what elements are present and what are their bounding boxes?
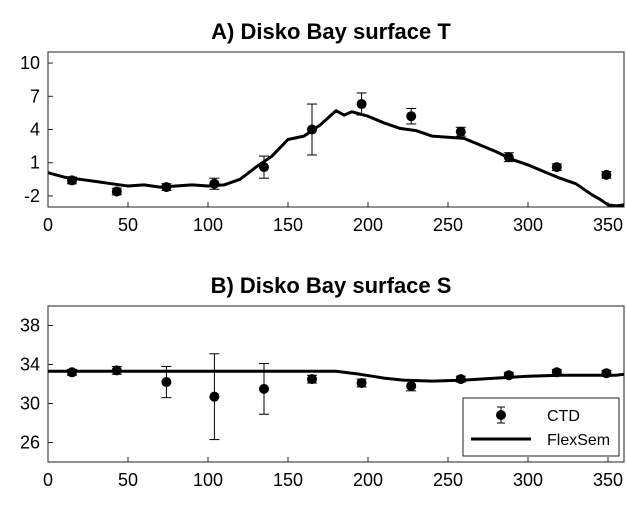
chart-a-x-tick-label: 0 (43, 215, 53, 235)
chart-b-y-tick-label: 30 (20, 394, 40, 414)
chart-a-y-tick-label: -2 (24, 186, 40, 206)
chart-a-ctd-point (406, 111, 417, 122)
chart-b-ctd-point (259, 383, 269, 394)
chart-b-ctd-point (406, 380, 417, 391)
chart-b-x-tick-label: 350 (593, 470, 623, 490)
chart-a-x-tick-label: 50 (118, 215, 138, 235)
chart-a-y-tick-label: 4 (30, 120, 40, 140)
legend-box (462, 397, 620, 457)
chart-b-x-tick-label: 300 (513, 470, 543, 490)
chart-b-ctd-point (307, 374, 317, 385)
chart-a-x-tick-label: 200 (353, 215, 383, 235)
chart-a-y-tick-label: 7 (30, 86, 40, 106)
chart-a-y-tick-label: 10 (20, 53, 40, 73)
chart-a-y-tick-label: 1 (30, 153, 40, 173)
chart-a-title: A) Disko Bay surface T (211, 19, 451, 44)
chart-b-ctd-point (356, 378, 367, 389)
chart-a-ctd-point (356, 99, 367, 110)
chart-b-x-tick-label: 50 (118, 470, 138, 490)
chart-a-plot-area: 0 50 100 150 200 250 300 350 -2 1 4 7 10 (20, 51, 625, 235)
chart-b-x-tick-label: 200 (353, 470, 383, 490)
chart-a-x-tick-label: 100 (193, 215, 223, 235)
chart-b-x-tick-label: 0 (43, 470, 53, 490)
chart-b-y-tick-label: 38 (20, 316, 40, 336)
chart-b-ctd-point (209, 391, 220, 402)
chart-a-ctd-point (601, 169, 612, 180)
chart-a-ctd-point (111, 186, 122, 197)
chart-b-x-tick-label: 250 (433, 470, 463, 490)
chart-b-series-flexsem-line (48, 369, 624, 383)
chart-b-ctd-point (161, 377, 172, 388)
legend-ctd-label: CTD (547, 408, 580, 425)
chart-b-y-tick-label: 34 (20, 355, 40, 375)
chart-b-x-tick-label: 100 (193, 470, 223, 490)
chart-a-series-flexsem-line (48, 109, 624, 207)
chart-b-x-tick-label: 150 (273, 470, 303, 490)
chart-b-y-tick-label: 26 (20, 433, 40, 453)
chart-b-title: B) Disko Bay surface S (211, 273, 452, 298)
legend-ctd-marker (496, 410, 506, 420)
chart-a-x-tick-label: 300 (513, 215, 543, 235)
chart-a-ctd-point (455, 126, 466, 137)
chart-a-x-tick-label: 150 (273, 215, 303, 235)
chart-b-ctd-point (601, 368, 612, 379)
chart-a-x-tick-label: 250 (433, 215, 463, 235)
chart-a-x-tick-label: 350 (593, 215, 623, 235)
legend-flexsem-label: FlexSem (547, 432, 610, 449)
chart-a-ctd-point (551, 162, 562, 173)
chart-b-legend: CTD FlexSem (462, 397, 620, 457)
chart-b-plot-area: 0 50 100 150 200 250 300 350 26 30 34 38 (20, 305, 625, 490)
chart-b-axes-frame (47, 305, 625, 463)
